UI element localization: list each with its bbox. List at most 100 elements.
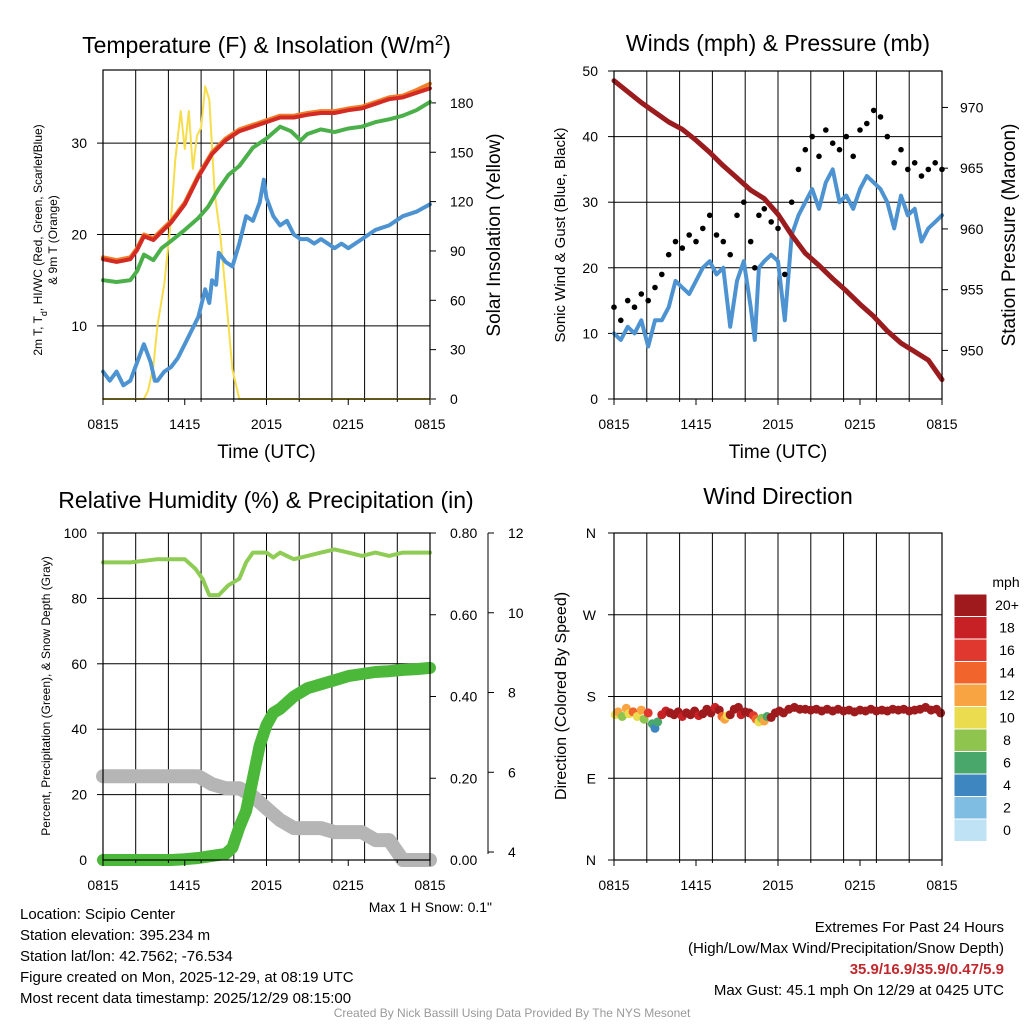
winds-gust-point [795,166,802,173]
temp-y-tick-label: 30 [71,135,87,151]
colorbar-label: 16 [999,642,1015,658]
winds-gust-point [727,251,733,258]
winds-gust-point [884,133,891,140]
winds-gust-point [645,297,651,304]
temp-y2-tick-label: 120 [450,194,474,210]
rh-line [101,547,432,598]
colorbar-label: 2 [1003,800,1011,816]
dir-y-tick-label: N [586,852,596,868]
winds-gust-point [843,133,850,140]
temp-y2-tick-label: 30 [450,342,466,358]
winds-gust-point [768,219,774,225]
winds-x-axis-label: Time (UTC) [729,442,828,463]
winds-y-tick-label: 20 [582,260,598,276]
dir-point [632,712,642,721]
colorbar-title: mph [992,574,1019,590]
snow-y-tick-label: 12 [508,525,524,541]
temp-y-axis-label-1: 2m T, Td, HI/WC (Red, Green, Scarlet/Blu… [31,124,49,355]
station-location: Location: Scipio Center [20,906,176,923]
winds-gust-point [829,140,836,146]
winds-y-tick-label: 50 [582,63,598,79]
precip-y-tick-label: 0.80 [450,525,477,541]
winds-y2-tick-label: 950 [960,342,984,358]
winds-gust-point [823,127,829,133]
winds-y-tick-label: 10 [582,325,598,341]
colorbar-swatch [953,706,988,730]
winds-gust-point [836,146,843,153]
winds-gust-point [700,225,706,232]
colorbar-swatch [953,661,988,685]
dir-x-tick-label: 1415 [680,877,711,893]
winds-gust-point [802,146,809,153]
rh-y-tick-label: 0 [79,852,87,868]
winds-y2-axis-label: Station Pressure (Maroon) [999,124,1020,347]
winds-gust-point [864,120,870,127]
colorbar-swatch [953,683,988,707]
dir-point [636,705,646,715]
station-elevation: Station elevation: 395.234 m [20,927,211,944]
extremes-box: Extremes For Past 24 Hours (High/Low/Max… [688,917,1004,1001]
winds-gust-point [659,271,665,278]
winds-gust-point [905,166,911,173]
colorbar-label: 12 [999,687,1015,703]
winds-gust-point [898,146,904,153]
temp-title-superscript: 2 [435,32,443,49]
temp-x-axis-label: Time (UTC) [217,442,316,463]
temp-x-tick-label: 0815 [414,416,445,432]
winds-x-tick-label: 0815 [598,416,629,432]
temp-y2-tick-label: 60 [450,292,466,308]
dir-x-tick-label: 0815 [926,877,957,893]
winds-gust-point [775,225,781,232]
snow-annotation: Max 1 H Snow: 0.1" [369,899,492,915]
winds-gust-point [877,114,884,120]
winds-y-tick-label: 0 [590,391,598,407]
colorbar-label: 0 [1003,822,1011,838]
temp-y2-tick-label: 0 [450,391,458,407]
winds-y2-axis-label-group: Station Pressure (Maroon) [999,124,1020,347]
dir-point [733,702,743,712]
temp-y-tick-label: 20 [71,227,87,243]
winds-gust-point [857,127,863,133]
winds-gust-point [665,251,672,258]
winds-y-axis-label: Sonic Wind & Gust (Blue, Black) [552,127,569,342]
winds-gust-point [747,238,754,245]
credit-line: Created By Nick Bassill Using Data Provi… [333,1006,691,1020]
winds-y-axis-label-group: Sonic Wind & Gust (Blue, Black) [552,127,569,342]
rh-y-axis-label-group: Percent, Precipitation (Green), & Snow D… [39,556,53,835]
precip-y-tick-label: 0.60 [450,607,477,623]
winds-gust-point [618,317,624,324]
rh-y-tick-label: 100 [64,525,88,541]
snow-y-tick-label: 6 [508,764,516,780]
winds-y2-tick-label: 955 [960,282,984,298]
extremes-heading: Extremes For Past 24 Hours [814,919,1004,936]
winds-gust-point [693,238,699,245]
colorbar-label: 4 [1003,777,1011,793]
snow-depth-line [96,769,437,867]
winds-gust-point [720,238,727,245]
rh-x-tick-label: 0215 [333,877,364,893]
temp-y2-tick-label: 90 [450,243,466,259]
winds-y2-tick-label: 965 [960,160,984,176]
winds-gust-point [761,206,768,212]
rh-y-axis-label: Percent, Precipitation (Green), & Snow D… [39,556,53,835]
temp-series-green-line [101,100,432,284]
rh-y-tick-label: 80 [71,590,87,606]
colorbar-label: 8 [1003,732,1011,748]
colorbar-swatch [953,773,988,797]
winds-gust-point [713,232,720,238]
precip-y-tick-label: 0.40 [450,689,477,705]
winds-gust-point [734,212,740,219]
temp-x-tick-label: 1415 [169,416,200,432]
temp-x-tick-label: 0215 [333,416,364,432]
max-gust: Max Gust: 45.1 mph On 12/29 at 0425 UTC [713,982,1004,999]
temp-y2-axis-label: Solar Insolation (Yellow) [484,133,505,336]
temp-series-blue-line [101,177,432,388]
temp-y2-tick-label: 150 [450,144,474,160]
winds-x-tick-label: 0815 [926,416,957,432]
precip-y-tick-label: 0.00 [450,852,477,868]
winds-gust-point [788,199,795,205]
colorbar-label: 10 [999,710,1015,726]
winds-gust-point [918,173,925,179]
winds-gust-point [706,212,713,219]
colorbar-label: 18 [999,620,1015,636]
